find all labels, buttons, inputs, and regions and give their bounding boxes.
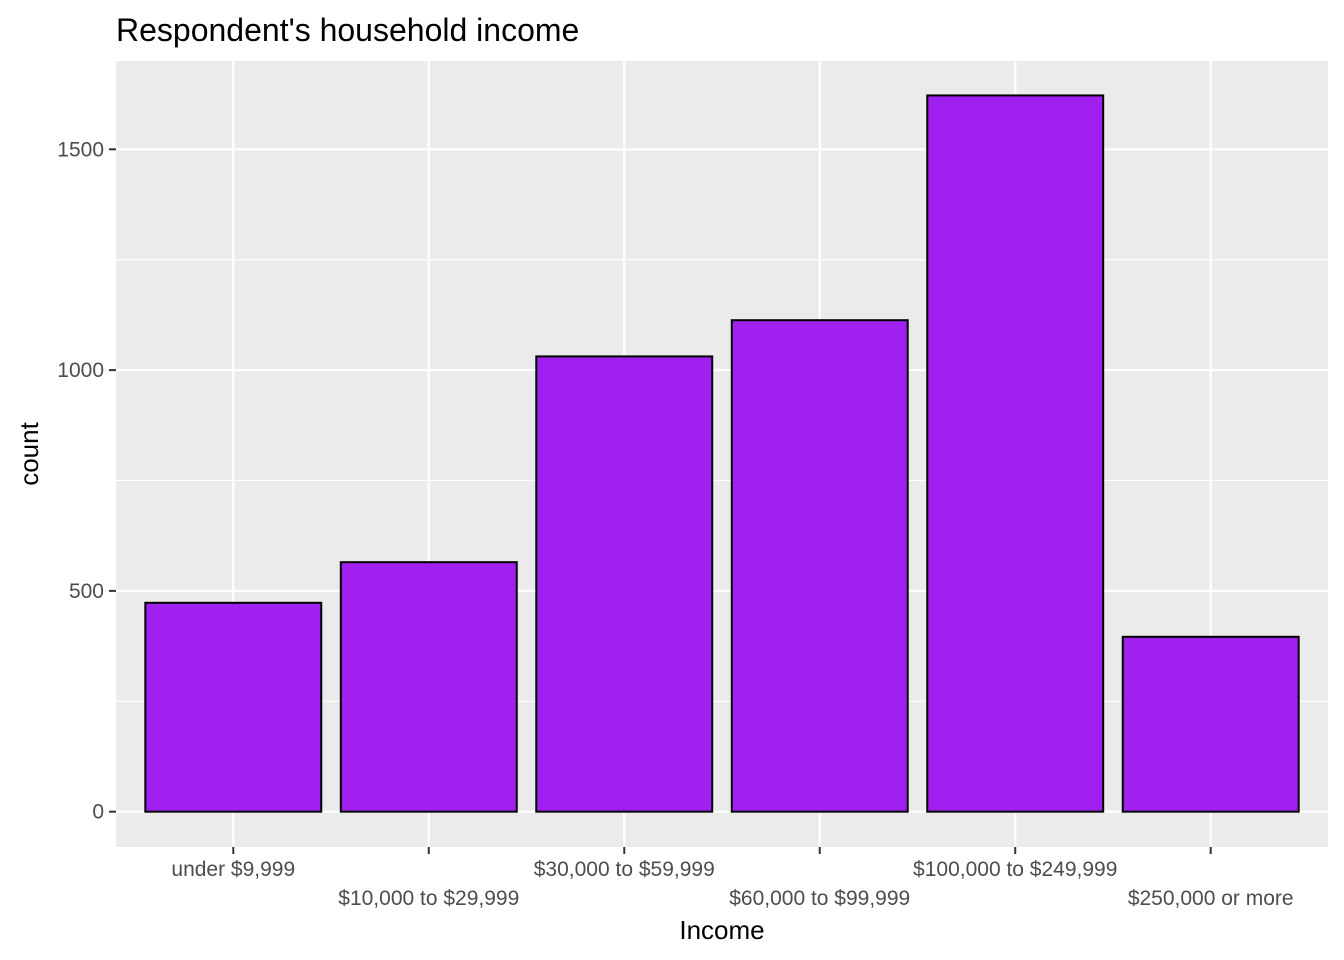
- y-axis-title: count: [14, 421, 44, 485]
- x-axis-title: Income: [679, 915, 764, 945]
- y-tick-label: 500: [69, 580, 104, 603]
- bar: [339, 561, 518, 813]
- x-tick-label: $100,000 to $249,999: [913, 858, 1117, 881]
- x-tick-label: $250,000 or more: [1128, 887, 1294, 910]
- x-tick-label: under $9,999: [171, 858, 295, 881]
- x-tick-label: $10,000 to $29,999: [338, 887, 519, 910]
- x-axis: under $9,999 $10,000 to $29,999 $30,000 to…: [171, 847, 1294, 910]
- y-axis: 0 500 1000 1500: [57, 138, 116, 824]
- bars: [144, 94, 1300, 813]
- bar: [730, 319, 909, 813]
- bar: [1121, 635, 1300, 813]
- x-tick-label: $30,000 to $59,999: [534, 858, 715, 881]
- y-tick-label: 1500: [57, 138, 104, 161]
- bar: [926, 94, 1105, 813]
- bar: [144, 601, 323, 813]
- y-tick-label: 0: [92, 801, 104, 824]
- y-tick-label: 1000: [57, 359, 104, 382]
- x-tick-label: $60,000 to $99,999: [729, 887, 910, 910]
- chart-title: Respondent's household income: [116, 12, 579, 48]
- bar: [535, 355, 714, 813]
